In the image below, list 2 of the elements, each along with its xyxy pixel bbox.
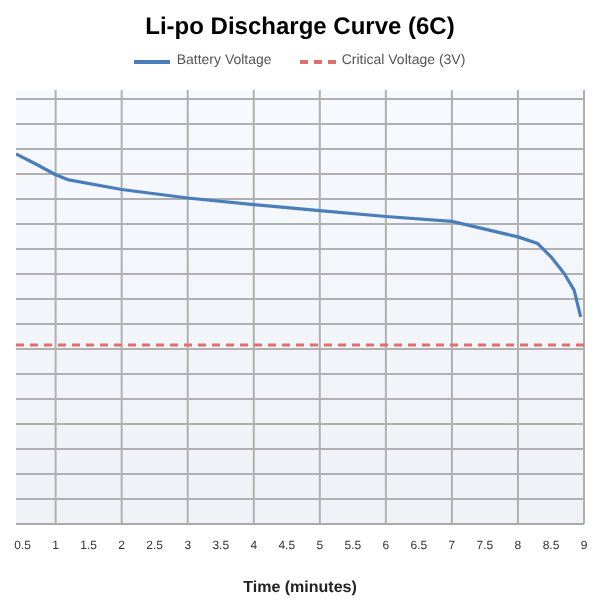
x-axis-title: Time (minutes) [243, 578, 358, 596]
chart-title: Li-po Discharge Curve (6C) [143, 12, 457, 40]
